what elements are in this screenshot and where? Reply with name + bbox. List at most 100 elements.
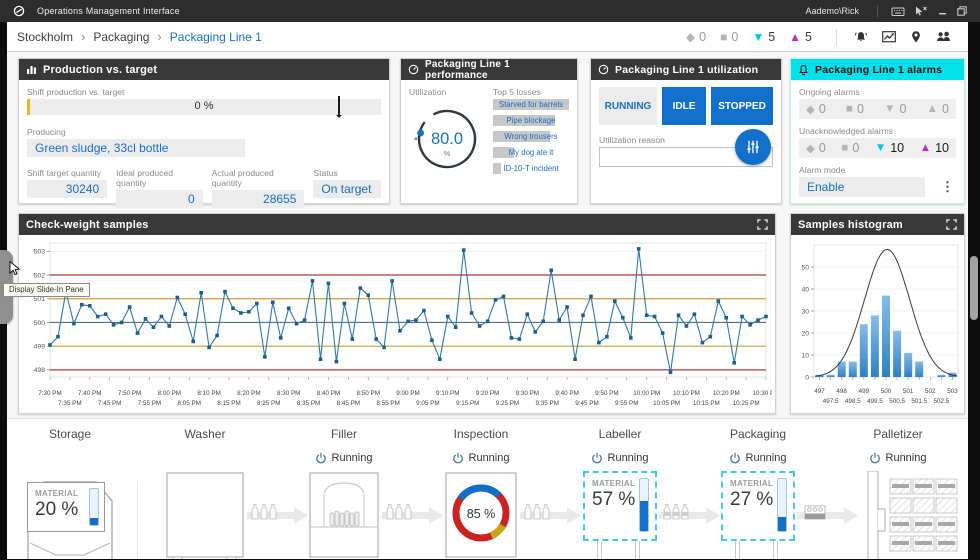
diamond-alarm-icon: ◆ [685, 29, 696, 44]
storage-machine[interactable]: MATERIAL 20 % [18, 471, 122, 559]
ongoing-alarms-label: Ongoing alarms [799, 87, 860, 97]
svg-text:0: 0 [805, 374, 809, 381]
palletizer-machine[interactable] [858, 470, 964, 559]
svg-text:500: 500 [34, 320, 46, 327]
svg-text:8:40 PM: 8:40 PM [317, 390, 340, 397]
performance-panel: Packaging Line 1 performance Utilization… [400, 58, 578, 204]
breadcrumb-separator: › [157, 29, 162, 44]
alarm-filter-square[interactable]: ■ 0 [720, 29, 739, 44]
svg-text:499: 499 [34, 343, 46, 350]
app-logo-icon [13, 5, 25, 17]
triangle-down-alarm-icon: ▼ [874, 142, 887, 154]
users-icon[interactable] [936, 30, 951, 43]
expand-icon[interactable] [757, 219, 768, 230]
kebab-menu-icon[interactable]: ⋮ [941, 179, 954, 194]
packaging-machine[interactable]: MATERIAL 27 % [721, 471, 795, 559]
utilization-panel-header: Packaging Line 1 utilization [591, 59, 781, 80]
washer-machine[interactable] [165, 471, 245, 559]
svg-text:10:05 PM: 10:05 PM [653, 400, 680, 407]
svg-text:7:45 PM: 7:45 PM [98, 400, 121, 407]
stopped-button[interactable]: STOPPED [711, 87, 773, 125]
logged-in-user: Aademo\Rick [805, 6, 859, 16]
alarm-filter-low[interactable]: ▼ 5 [752, 29, 776, 44]
svg-text:498: 498 [34, 367, 46, 374]
conveyor-arrow [247, 504, 308, 524]
palletizer-status: Running [870, 452, 926, 464]
breadcrumb-packaging[interactable]: Packaging [93, 29, 150, 44]
filler-machine[interactable] [308, 471, 380, 559]
production-vs-target-panel: Production vs. target Shift production v… [18, 58, 390, 208]
labeller-machine[interactable]: MATERIAL 57 % [583, 471, 657, 559]
histogram-chart-area[interactable]: 0 10 20 30 40 50 497 497.5 498 498.5 499 499.5 500 50… [791, 235, 964, 420]
checkweight-header: Check-weight samples [19, 214, 775, 235]
histogram-header: Samples histogram [791, 214, 964, 235]
filler-status: Running [316, 452, 372, 464]
virtual-keyboard-icon[interactable] [891, 6, 905, 17]
svg-text:7:55 PM: 7:55 PM [138, 400, 161, 407]
restore-window-icon[interactable] [957, 6, 967, 16]
svg-text:501: 501 [903, 388, 914, 395]
idle-button[interactable]: IDLE [662, 87, 706, 125]
checkweight-samples-panel: Check-weight samples 498 499 500 501 502 503 7… [18, 213, 779, 414]
utilization-panel: Packaging Line 1 utilization RUNNING IDL… [590, 58, 782, 204]
minimize-icon[interactable] [938, 7, 947, 16]
shift-production-progressbar: 0 % [27, 96, 381, 118]
svg-text:9:25 PM: 9:25 PM [496, 400, 519, 407]
alarm-filter-high[interactable]: ▲ 5 [789, 29, 812, 44]
loss-row: Pipe blockage [493, 115, 569, 126]
svg-text:8:50 PM: 8:50 PM [356, 390, 379, 397]
breadcrumb-packaging-line-1[interactable]: Packaging Line 1 [169, 29, 262, 44]
dashboard-content: Production vs. target Shift production v… [7, 52, 968, 559]
vertical-scrollbar-thumb[interactable] [970, 256, 978, 320]
field-actual-produced: Actual produced quantity 28655 [211, 168, 305, 208]
alarms-panel-header: Packaging Line 1 alarms [791, 59, 964, 80]
trend-chart-icon[interactable] [882, 30, 896, 43]
utilization-gauge: 80.0 % [414, 109, 477, 169]
svg-text:10: 10 [801, 352, 809, 359]
machine-name-washer: Washer [184, 427, 226, 441]
conveyor-arrow [659, 504, 720, 524]
ongoing-alarms-row: ◆ 0 ■ 0 ▼ 0 ▲ 0 [799, 99, 956, 119]
triangle-up-alarm-icon: ▲ [926, 103, 939, 115]
adjust-fab-button[interactable] [735, 129, 771, 165]
sliders-icon [747, 140, 759, 154]
alarm-bell-icon[interactable] [854, 30, 868, 44]
expand-icon[interactable] [946, 219, 957, 230]
svg-text:40: 40 [801, 286, 809, 293]
svg-text:8:35 PM: 8:35 PM [297, 400, 320, 407]
utilization-panel-title: Packaging Line 1 utilization [615, 63, 759, 76]
svg-text:9:00 PM: 9:00 PM [396, 390, 419, 397]
svg-text:8:10 PM: 8:10 PM [197, 390, 220, 397]
machine-name-labeller: Labeller [598, 427, 642, 441]
svg-text:9:05 PM: 9:05 PM [416, 400, 439, 407]
svg-text:10:10 PM: 10:10 PM [673, 390, 700, 397]
running-button[interactable]: RUNNING [599, 87, 657, 125]
breadcrumb-stockholm[interactable]: Stockholm [17, 29, 74, 44]
inspection-machine[interactable]: 85 % [444, 471, 518, 559]
title-bar: Operations Management Interface Aademo\R… [0, 0, 980, 22]
alarm-mode-field[interactable]: Enable [799, 177, 925, 197]
conveyor-arrow [382, 504, 443, 524]
checkweight-chart-area[interactable]: 498 499 500 501 502 503 7:30 PM 7:35 PM 7:40 PM 7… [19, 235, 779, 420]
svg-text:500.5: 500.5 [889, 398, 905, 405]
svg-text:7:35 PM: 7:35 PM [58, 400, 81, 407]
utilization-label: Utilization [409, 87, 447, 97]
storage-material-card: MATERIAL 20 % [27, 482, 105, 532]
svg-text:10:25 PM: 10:25 PM [733, 400, 760, 407]
alarm-filter-diamond[interactable]: ◆ 0 [685, 29, 707, 44]
svg-text:8:45 PM: 8:45 PM [337, 400, 360, 407]
svg-text:500: 500 [881, 388, 892, 395]
target-marker [335, 96, 342, 118]
machine-name-palletizer: Palletizer [873, 427, 923, 441]
machine-name-inspection: Inspection [453, 427, 509, 441]
svg-text:8:20 PM: 8:20 PM [237, 390, 260, 397]
location-pin-icon[interactable] [910, 30, 922, 44]
alarms-panel: Packaging Line 1 alarms Ongoing alarms ◆… [790, 58, 965, 204]
svg-text:30: 30 [801, 308, 809, 315]
inspection-status: Running [453, 452, 509, 464]
machine-name-filler: Filler [331, 427, 357, 441]
field-status: Status On target [313, 168, 381, 208]
square-alarm-icon: ■ [720, 29, 728, 44]
cursor-disable-icon[interactable] [915, 6, 928, 17]
